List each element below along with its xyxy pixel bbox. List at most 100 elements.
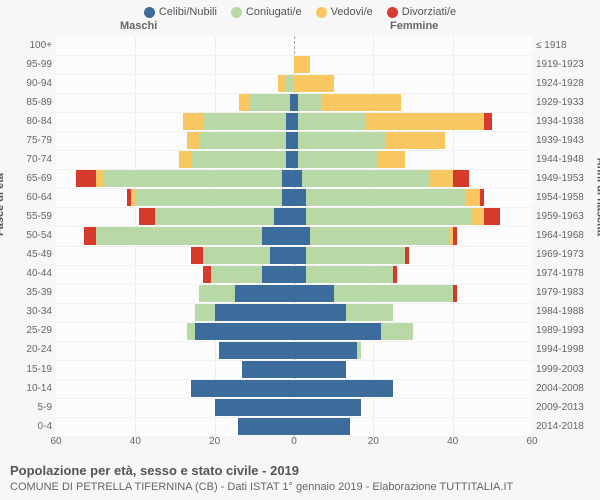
seg-c <box>286 132 294 149</box>
birth-label: 1934-1938 <box>536 117 594 127</box>
seg-k <box>155 208 274 225</box>
header-female: Femmine <box>390 20 438 32</box>
swatch-celibi <box>144 7 155 18</box>
seg-c <box>270 247 294 264</box>
seg-d <box>453 285 457 302</box>
bar-female <box>294 37 532 54</box>
age-label: 10-14 <box>6 384 52 394</box>
pyramid-row <box>56 169 532 189</box>
birth-label: 1994-1998 <box>536 345 594 355</box>
seg-k <box>191 151 286 168</box>
seg-c <box>294 266 306 283</box>
seg-c <box>294 227 310 244</box>
xaxis: 6040200204060 <box>56 436 532 450</box>
seg-v <box>472 208 484 225</box>
age-label: 15-19 <box>6 365 52 375</box>
age-label: 20-24 <box>6 345 52 355</box>
pyramid-row <box>56 303 532 323</box>
bar-female <box>294 170 532 187</box>
seg-k <box>195 304 215 321</box>
birth-label: 1969-1973 <box>536 250 594 260</box>
birth-label: 1919-1923 <box>536 60 594 70</box>
xtick: 40 <box>447 436 458 447</box>
bar-female <box>294 399 532 416</box>
seg-d <box>453 227 457 244</box>
bar-male <box>56 170 294 187</box>
bar-female <box>294 151 532 168</box>
bar-female <box>294 418 532 435</box>
seg-c <box>262 266 294 283</box>
seg-c <box>294 418 350 435</box>
age-label: 35-39 <box>6 288 52 298</box>
yaxis-age: 100+95-9990-9485-8980-8475-7970-7465-696… <box>6 36 52 436</box>
yaxis-birth: ≤ 1918 1919-1923 1924-1928 1929-1933 1934-19… <box>536 36 594 436</box>
bar-male <box>56 56 294 73</box>
seg-v <box>429 170 453 187</box>
bar-female <box>294 75 532 92</box>
birth-label: 1974-1978 <box>536 269 594 279</box>
pyramid-row <box>56 246 532 266</box>
seg-d <box>484 113 492 130</box>
birth-label: 1924-1928 <box>536 79 594 89</box>
pyramid-row <box>56 55 532 75</box>
swatch-divorziati <box>387 7 398 18</box>
birth-label: 2004-2008 <box>536 384 594 394</box>
seg-k <box>298 113 365 130</box>
age-label: 50-54 <box>6 231 52 241</box>
birth-label: 1929-1933 <box>536 98 594 108</box>
age-label: 60-64 <box>6 193 52 203</box>
seg-k <box>199 285 235 302</box>
seg-c <box>294 208 306 225</box>
seg-c <box>219 342 294 359</box>
legend-item-vedovi: Vedovi/e <box>316 6 373 18</box>
age-label: 30-34 <box>6 307 52 317</box>
seg-v <box>179 151 191 168</box>
birth-label: 1944-1948 <box>536 155 594 165</box>
seg-c <box>282 189 294 206</box>
age-label: 65-69 <box>6 174 52 184</box>
seg-k <box>104 170 283 187</box>
pyramid-row <box>56 265 532 285</box>
birth-label: ≤ 1918 <box>536 41 594 51</box>
swatch-coniugati <box>231 7 242 18</box>
seg-k <box>306 208 473 225</box>
bar-male <box>56 361 294 378</box>
seg-d <box>484 208 500 225</box>
legend-label: Celibi/Nubili <box>159 6 217 18</box>
seg-k <box>250 94 290 111</box>
seg-c <box>215 304 294 321</box>
pyramid-row <box>56 74 532 94</box>
pyramid-row <box>56 379 532 399</box>
pyramid-row <box>56 226 532 246</box>
pyramid-row <box>56 417 532 437</box>
seg-c <box>294 342 357 359</box>
age-label: 55-59 <box>6 212 52 222</box>
bar-female <box>294 285 532 302</box>
seg-c <box>286 113 294 130</box>
seg-c <box>294 170 302 187</box>
seg-k <box>286 75 294 92</box>
bar-female <box>294 113 532 130</box>
bar-female <box>294 361 532 378</box>
plot-area <box>56 36 532 436</box>
birth-label: 2014-2018 <box>536 422 594 432</box>
seg-c <box>238 418 294 435</box>
pyramid-row <box>56 322 532 342</box>
birth-label: 1964-1968 <box>536 231 594 241</box>
seg-k <box>199 132 286 149</box>
bar-male <box>56 189 294 206</box>
seg-k <box>306 189 465 206</box>
bar-male <box>56 94 294 111</box>
seg-k <box>298 151 377 168</box>
seg-v <box>187 132 199 149</box>
birth-label: 1939-1943 <box>536 136 594 146</box>
pyramid-row <box>56 188 532 208</box>
legend-item-coniugati: Coniugati/e <box>231 6 302 18</box>
pyramid-row <box>56 93 532 113</box>
seg-c <box>274 208 294 225</box>
xtick: 40 <box>130 436 141 447</box>
seg-d <box>203 266 211 283</box>
bar-female <box>294 132 532 149</box>
chart-footer: Popolazione per età, sesso e stato civil… <box>10 463 513 494</box>
seg-c <box>215 399 294 416</box>
